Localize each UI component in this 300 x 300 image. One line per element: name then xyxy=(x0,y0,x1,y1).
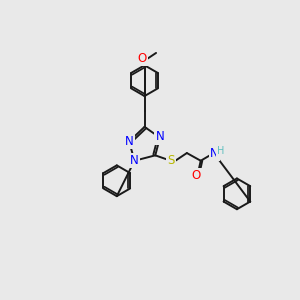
Text: N: N xyxy=(155,130,164,143)
Text: N: N xyxy=(130,154,139,167)
Text: O: O xyxy=(138,52,147,65)
Text: O: O xyxy=(191,169,201,182)
Text: N: N xyxy=(210,146,219,160)
Text: N: N xyxy=(125,135,134,148)
Text: S: S xyxy=(167,154,174,167)
Text: H: H xyxy=(217,146,224,156)
